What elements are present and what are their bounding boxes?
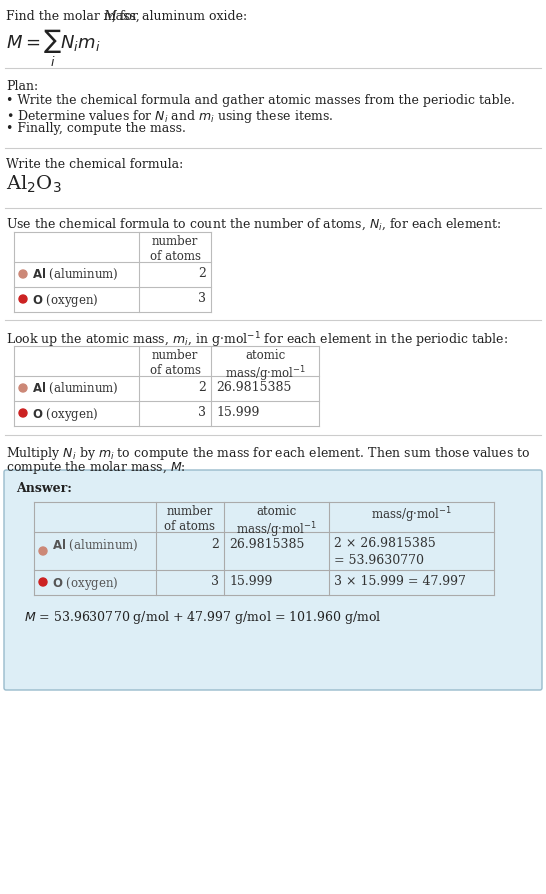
Circle shape <box>19 384 27 392</box>
Text: Answer:: Answer: <box>16 482 72 495</box>
Text: 3: 3 <box>211 575 219 588</box>
Circle shape <box>19 295 27 303</box>
Circle shape <box>39 578 47 586</box>
Text: Al$_2$O$_3$: Al$_2$O$_3$ <box>6 174 62 195</box>
Text: $\mathbf{O}$ (oxygen): $\mathbf{O}$ (oxygen) <box>52 575 118 592</box>
Text: • Determine values for $N_i$ and $m_i$ using these items.: • Determine values for $N_i$ and $m_i$ u… <box>6 108 334 125</box>
Circle shape <box>19 409 27 417</box>
Text: number
of atoms: number of atoms <box>150 235 200 263</box>
Text: Multiply $N_i$ by $m_i$ to compute the mass for each element. Then sum those val: Multiply $N_i$ by $m_i$ to compute the m… <box>6 445 531 462</box>
Text: Use the chemical formula to count the number of atoms, $N_i$, for each element:: Use the chemical formula to count the nu… <box>6 217 501 232</box>
Text: number
of atoms: number of atoms <box>164 505 216 533</box>
Text: 26.9815385: 26.9815385 <box>229 538 304 551</box>
FancyBboxPatch shape <box>4 470 542 690</box>
Text: Find the molar mass,: Find the molar mass, <box>6 10 144 23</box>
Text: Write the chemical formula:: Write the chemical formula: <box>6 158 183 171</box>
Text: atomic
mass/g·mol$^{-1}$: atomic mass/g·mol$^{-1}$ <box>224 349 305 384</box>
Text: • Finally, compute the mass.: • Finally, compute the mass. <box>6 122 186 135</box>
Text: atomic
mass/g·mol$^{-1}$: atomic mass/g·mol$^{-1}$ <box>236 505 317 540</box>
Text: number
of atoms: number of atoms <box>150 349 200 377</box>
Text: $\mathbf{Al}$ (aluminum): $\mathbf{Al}$ (aluminum) <box>32 381 118 396</box>
Text: $\mathbf{O}$ (oxygen): $\mathbf{O}$ (oxygen) <box>32 406 98 423</box>
Text: mass/g·mol$^{-1}$: mass/g·mol$^{-1}$ <box>371 505 452 525</box>
Text: $\mathbf{O}$ (oxygen): $\mathbf{O}$ (oxygen) <box>32 292 98 309</box>
Text: 2: 2 <box>198 267 206 280</box>
Text: 2: 2 <box>211 538 219 551</box>
Text: Look up the atomic mass, $m_i$, in g·mol$^{-1}$ for each element in the periodic: Look up the atomic mass, $m_i$, in g·mol… <box>6 330 508 350</box>
Text: 2: 2 <box>198 381 206 394</box>
Circle shape <box>39 547 47 555</box>
Text: $\mathbf{Al}$ (aluminum): $\mathbf{Al}$ (aluminum) <box>32 267 118 283</box>
Text: 15.999: 15.999 <box>216 406 259 419</box>
Text: 3 × 15.999 = 47.997: 3 × 15.999 = 47.997 <box>334 575 466 588</box>
Text: 2 × 26.9815385
= 53.9630770: 2 × 26.9815385 = 53.9630770 <box>334 537 436 567</box>
Text: compute the molar mass, $M$:: compute the molar mass, $M$: <box>6 459 186 476</box>
Text: 3: 3 <box>198 292 206 305</box>
Text: $M$ = 53.9630770 g/mol + 47.997 g/mol = 101.960 g/mol: $M$ = 53.9630770 g/mol + 47.997 g/mol = … <box>24 609 382 626</box>
Text: 15.999: 15.999 <box>229 575 272 588</box>
Text: , for aluminum oxide:: , for aluminum oxide: <box>112 10 247 23</box>
Text: 26.9815385: 26.9815385 <box>216 381 292 394</box>
Text: $M = \sum_i N_i m_i$: $M = \sum_i N_i m_i$ <box>6 28 100 69</box>
Text: $\mathbf{Al}$ (aluminum): $\mathbf{Al}$ (aluminum) <box>52 538 139 553</box>
Text: Plan:: Plan: <box>6 80 38 93</box>
Text: 3: 3 <box>198 406 206 419</box>
Circle shape <box>19 270 27 278</box>
Text: M: M <box>103 10 116 23</box>
Text: • Write the chemical formula and gather atomic masses from the periodic table.: • Write the chemical formula and gather … <box>6 94 515 107</box>
